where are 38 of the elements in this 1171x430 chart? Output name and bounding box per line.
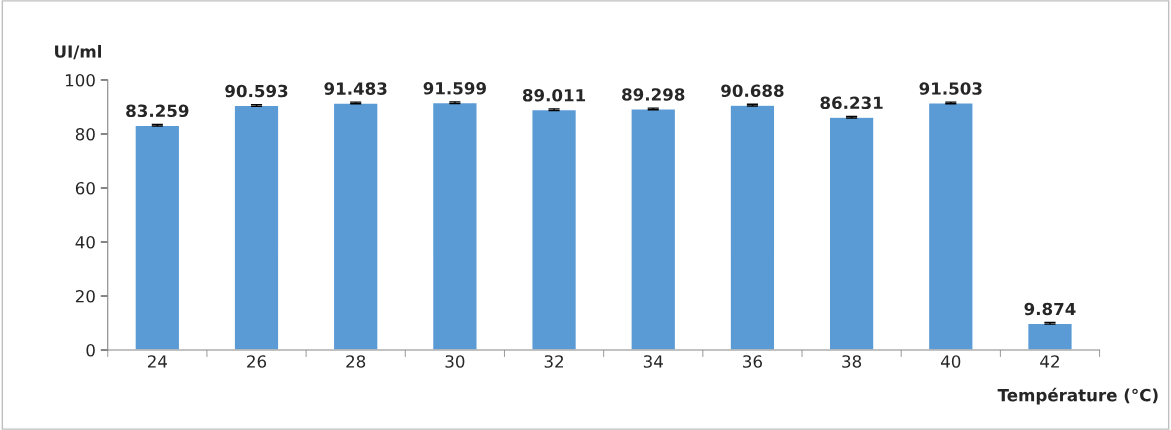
bar <box>332 102 379 351</box>
x-tick-label: 32 <box>544 355 563 368</box>
y-tick-label: 40 <box>75 235 95 249</box>
x-tick-label: 26 <box>247 355 267 368</box>
bar <box>134 124 181 351</box>
x-tick-label: 36 <box>743 355 762 368</box>
x-tick-label: 28 <box>346 355 366 368</box>
data-label: 89.011 <box>522 88 586 102</box>
bar <box>431 101 478 351</box>
data-label: 89.298 <box>622 88 685 101</box>
data-label: 91.503 <box>919 82 982 95</box>
bar <box>630 108 677 351</box>
bar <box>927 102 974 351</box>
data-label: 86.231 <box>820 96 883 110</box>
x-tick-label: 30 <box>445 355 465 368</box>
data-label: 90.593 <box>225 84 288 98</box>
data-label: 90.688 <box>721 84 784 98</box>
x-tick-label: 24 <box>147 355 167 368</box>
y-tick-label: 60 <box>75 181 95 195</box>
data-label: 91.483 <box>324 82 387 95</box>
y-tick-label: 100 <box>65 73 95 87</box>
x-tick-label: 34 <box>643 355 663 368</box>
y-tick-label: 80 <box>75 127 95 141</box>
x-tick-label: 42 <box>1040 355 1059 368</box>
y-tick-label: 20 <box>75 289 95 303</box>
data-label: 83.259 <box>126 104 189 118</box>
bar <box>1026 322 1073 351</box>
bar <box>531 108 578 351</box>
x-axis-title: Température (°C) <box>997 387 1158 405</box>
data-label: 9.874 <box>1024 302 1076 316</box>
bar <box>729 104 776 351</box>
bar <box>233 104 280 351</box>
bar <box>828 116 875 351</box>
x-tick-label: 40 <box>941 355 961 368</box>
y-tick-label: 0 <box>86 343 95 357</box>
x-tick-label: 38 <box>842 355 862 368</box>
data-label: 91.599 <box>423 81 486 95</box>
y-axis-title: UI/ml <box>55 44 102 60</box>
